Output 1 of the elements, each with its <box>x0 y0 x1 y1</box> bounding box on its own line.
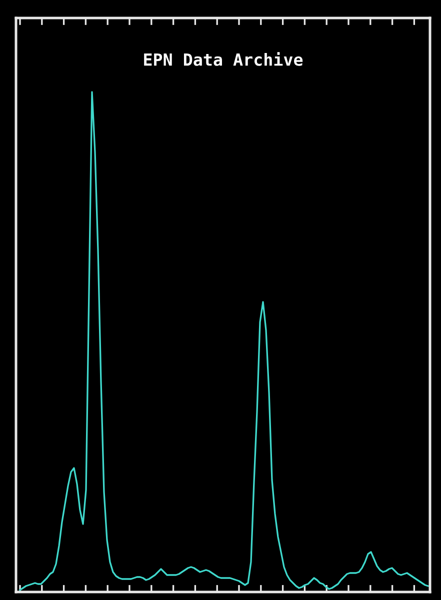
chart-title: EPN Data Archive <box>144 52 303 66</box>
